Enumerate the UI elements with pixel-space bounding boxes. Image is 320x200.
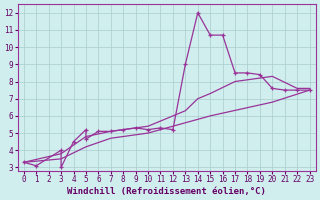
X-axis label: Windchill (Refroidissement éolien,°C): Windchill (Refroidissement éolien,°C): [67, 187, 266, 196]
